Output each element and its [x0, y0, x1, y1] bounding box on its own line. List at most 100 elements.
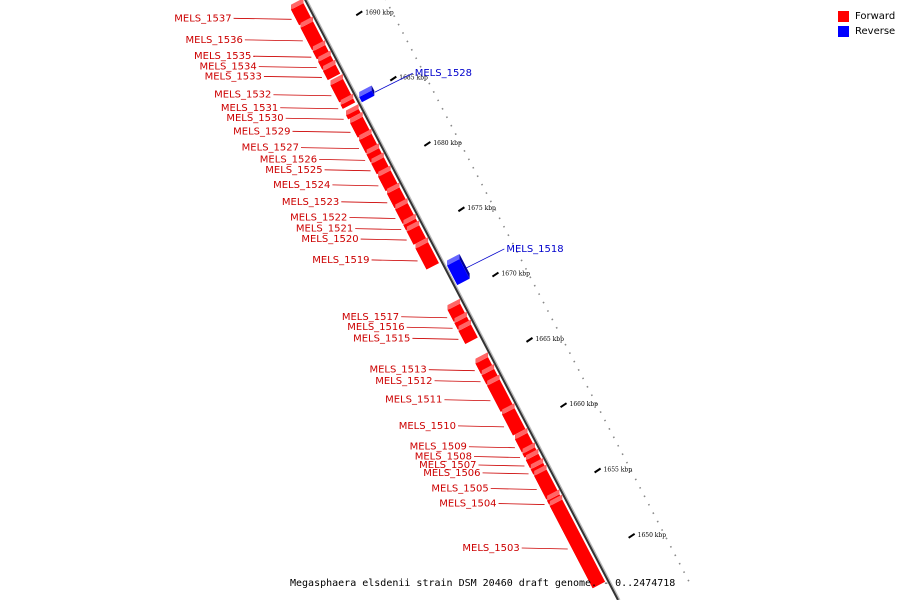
gene-label[interactable]: MELS_1520	[301, 234, 358, 245]
gene-end-face	[481, 363, 495, 376]
gene-end-face	[475, 352, 489, 364]
gene-label[interactable]: MELS_1503	[462, 543, 519, 554]
gene-label[interactable]: MELS_1512	[375, 376, 432, 387]
legend: Forward Reverse	[838, 9, 895, 39]
gene-label[interactable]: MELS_1505	[431, 484, 488, 495]
gene-end-face	[502, 403, 515, 415]
gene-label[interactable]: MELS_1521	[296, 224, 353, 235]
gene-leader-line	[319, 158, 366, 161]
gene-end-face	[454, 311, 467, 324]
gene-label[interactable]: MELS_1523	[282, 197, 339, 208]
gene-mels_1534[interactable]	[318, 50, 335, 70]
gene-leader-line	[474, 456, 521, 458]
gene-mels_1526[interactable]	[366, 143, 384, 163]
gene-mels_1518[interactable]	[447, 254, 470, 286]
gene-leader-line	[434, 380, 481, 383]
gene-mels_1509[interactable]	[515, 427, 535, 453]
gene-block	[525, 453, 543, 469]
gene-mels_1519[interactable]	[415, 237, 439, 270]
scale-tick-label: 1670 kbp	[501, 271, 530, 278]
gene-label[interactable]: MELS_1527	[242, 143, 299, 154]
scale-tick-mark	[594, 467, 602, 474]
gene-label[interactable]: MELS_1530	[226, 113, 283, 124]
gene-block	[447, 259, 470, 286]
scale-tick-label: 1660 kbp	[570, 401, 599, 408]
gene-end-face	[359, 85, 372, 98]
gene-leader-line	[374, 72, 413, 93]
gene-end-face	[323, 59, 336, 72]
gene-mels_1505[interactable]	[534, 464, 559, 500]
gene-block	[406, 225, 427, 245]
gene-mels_1537[interactable]	[291, 0, 312, 26]
gene-label[interactable]: MELS_1511	[385, 395, 442, 406]
gene-label[interactable]: MELS_1529	[233, 126, 290, 137]
gene-end-face	[366, 143, 380, 155]
gene-end-face	[447, 298, 461, 311]
gene-leader-line	[498, 503, 545, 505]
legend-reverse: Reverse	[838, 24, 895, 39]
gene-label[interactable]: MELS_1519	[312, 255, 369, 266]
genome-axis	[304, 0, 619, 600]
gene-block	[458, 324, 478, 345]
gene-label[interactable]: MELS_1509	[410, 442, 467, 453]
gene-label[interactable]: MELS_1517	[342, 312, 399, 323]
gene-end-face	[346, 103, 359, 116]
gene-label[interactable]: MELS_1535	[194, 51, 251, 62]
gene-block	[330, 78, 352, 103]
gene-mels_1530[interactable]	[346, 103, 361, 120]
scale-tick-label: 1665 kbp	[535, 336, 564, 343]
gene-leader-line	[349, 217, 396, 219]
gene-label[interactable]: MELS_1533	[205, 71, 262, 82]
gene-label[interactable]: MELS_1526	[260, 154, 317, 165]
gene-leader-line	[428, 369, 475, 372]
gene-end-face	[487, 374, 500, 386]
gene-label[interactable]: MELS_1518	[506, 244, 563, 255]
gene-label[interactable]: MELS_1516	[347, 322, 404, 333]
gene-label[interactable]: MELS_1506	[423, 468, 480, 479]
gene-end-face	[522, 442, 535, 454]
gene-label[interactable]: MELS_1537	[174, 13, 231, 24]
gene-mels_1516[interactable]	[454, 311, 471, 330]
gene-mels_1512[interactable]	[481, 363, 499, 385]
gene-label[interactable]: MELS_1507	[419, 460, 476, 471]
gene-mels_1531[interactable]	[340, 93, 356, 109]
gene-label[interactable]: MELS_1534	[199, 62, 256, 73]
gene-leader-line	[253, 55, 312, 58]
gene-mels_1507[interactable]	[525, 448, 543, 469]
gene-block	[549, 499, 606, 589]
gene-leader-line	[258, 66, 317, 69]
gene-mels_1503[interactable]	[549, 494, 606, 589]
gene-mels_1508[interactable]	[522, 442, 538, 458]
gene-mels_1533[interactable]	[323, 59, 341, 81]
gene-label[interactable]: MELS_1504	[439, 499, 496, 510]
gene-end-face	[291, 0, 304, 10]
gene-label[interactable]: MELS_1532	[214, 90, 271, 101]
gene-labels-layer: MELS_1537MELS_1536MELS_1535MELS_1534MELS…	[174, 13, 568, 554]
gene-mels_1510[interactable]	[502, 403, 526, 436]
gene-mels_1529[interactable]	[350, 111, 371, 138]
gene-mels_1532[interactable]	[330, 73, 352, 103]
gene-end-face	[340, 93, 354, 105]
gene-end-face	[447, 254, 460, 266]
gene-mels_1535[interactable]	[312, 39, 330, 60]
gene-label[interactable]: MELS_1522	[290, 212, 347, 223]
gene-label[interactable]: MELS_1510	[399, 421, 456, 432]
gene-label[interactable]: MELS_1525	[265, 165, 322, 176]
gene-end-face	[371, 152, 384, 164]
gene-label[interactable]: MELS_1524	[273, 180, 330, 191]
gene-label[interactable]: MELS_1513	[369, 365, 426, 376]
gene-mels_1520[interactable]	[406, 220, 427, 245]
gene-label[interactable]: MELS_1528	[415, 68, 472, 79]
gene-mels_1515[interactable]	[458, 319, 478, 345]
gene-label[interactable]: MELS_1508	[415, 452, 472, 463]
gene-end-face	[312, 39, 326, 52]
gene-mels_1528[interactable]	[359, 85, 375, 103]
gene-block	[340, 98, 356, 109]
gene-label[interactable]: MELS_1515	[353, 333, 410, 344]
gene-mels_1536[interactable]	[300, 16, 325, 51]
scale-tick-mark	[355, 10, 363, 17]
gene-label[interactable]: MELS_1531	[221, 103, 278, 114]
gene-mels_1511[interactable]	[487, 374, 514, 412]
gene-label[interactable]: MELS_1536	[186, 35, 243, 46]
